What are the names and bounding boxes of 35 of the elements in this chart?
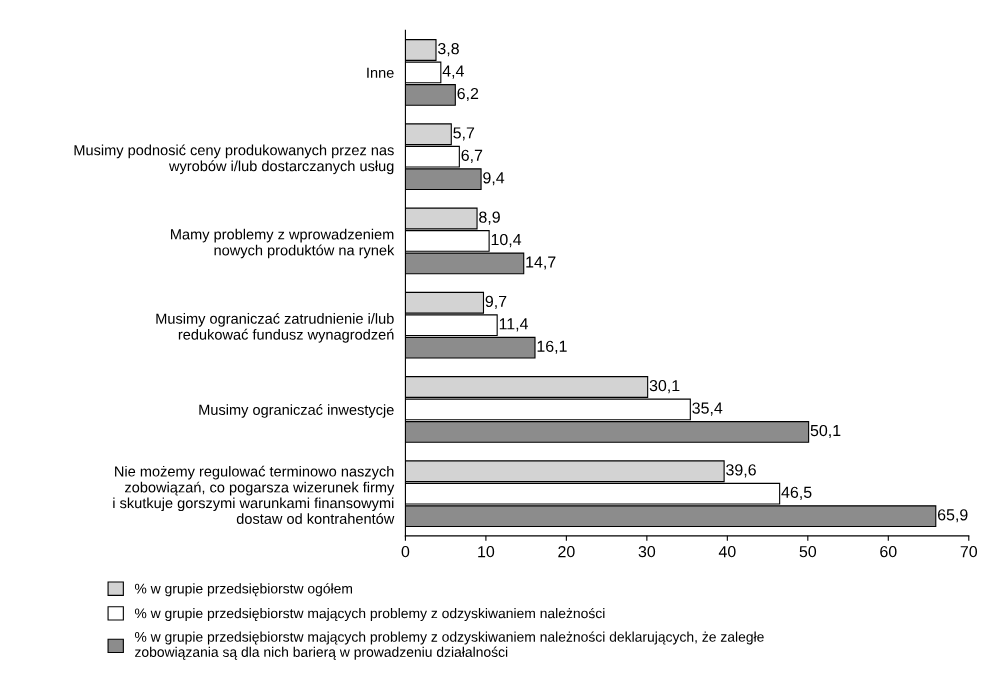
x-tick-label: 50: [799, 545, 817, 558]
x-tick-label: 60: [880, 545, 897, 558]
legend-label: % w grupie przedsiębiorstw mających problemy z odzyskiwaniem należności deklarujących, że zaległe zobowiązania są dla nich barierą w prowadzeniu działalności: [134, 631, 764, 660]
data-label: 5,7: [453, 127, 475, 141]
data-label: 50,1: [810, 424, 841, 439]
y-tick-label: Musimy ograniczać inwestycje: [199, 404, 394, 418]
data-label: 46,5: [781, 486, 812, 500]
x-tick-label: 30: [638, 545, 656, 558]
legend-label: % w grupie przedsiębiorstw mających problemy z odzyskiwaniem należności: [134, 607, 605, 622]
x-tick-label: 20: [558, 545, 575, 558]
data-label: 4,4: [442, 65, 464, 79]
data-label: 10,4: [491, 233, 522, 248]
data-label: 39,6: [726, 464, 756, 478]
data-label: 6,7: [461, 149, 483, 163]
data-label: 11,4: [499, 318, 528, 332]
legend-label: % w grupie przedsiębiorstw ogółem: [134, 583, 353, 597]
x-tick-label: 70: [960, 545, 978, 558]
x-tick-label: 40: [718, 545, 736, 558]
data-label: 14,7: [526, 256, 556, 270]
data-label: 65,9: [937, 509, 968, 523]
y-tick-label: Nie możemy regulować terminowo naszych zobowiązań, co pogarsza wizerunek firmy i skutkuje gorszymi warunkami finansowymi dostaw od kontrahentów: [113, 465, 395, 524]
data-label: 9,7: [485, 295, 507, 309]
x-tick-label: 0: [401, 545, 410, 558]
data-label: 8,9: [479, 211, 500, 225]
data-label: 9,4: [483, 172, 505, 186]
y-tick-label: Mamy problemy z wprowadzeniem nowych produktów na rynek: [171, 228, 395, 259]
y-tick-label: Musimy ograniczać zatrudnienie i/lub redukować fundusz wynagrodzeń: [156, 312, 394, 343]
x-tick-label: 10: [478, 545, 495, 558]
data-label: 30,1: [649, 379, 680, 394]
data-label: 16,1: [537, 340, 567, 354]
y-tick-label: Musimy podnosić ceny produkowanych przez nas wyrobów i/lub dostarczanych usług: [74, 144, 394, 175]
data-label: 35,4: [692, 402, 723, 416]
y-tick-label: Inne: [367, 67, 394, 78]
data-label: 6,2: [457, 87, 479, 102]
data-label: 3,8: [438, 42, 459, 57]
